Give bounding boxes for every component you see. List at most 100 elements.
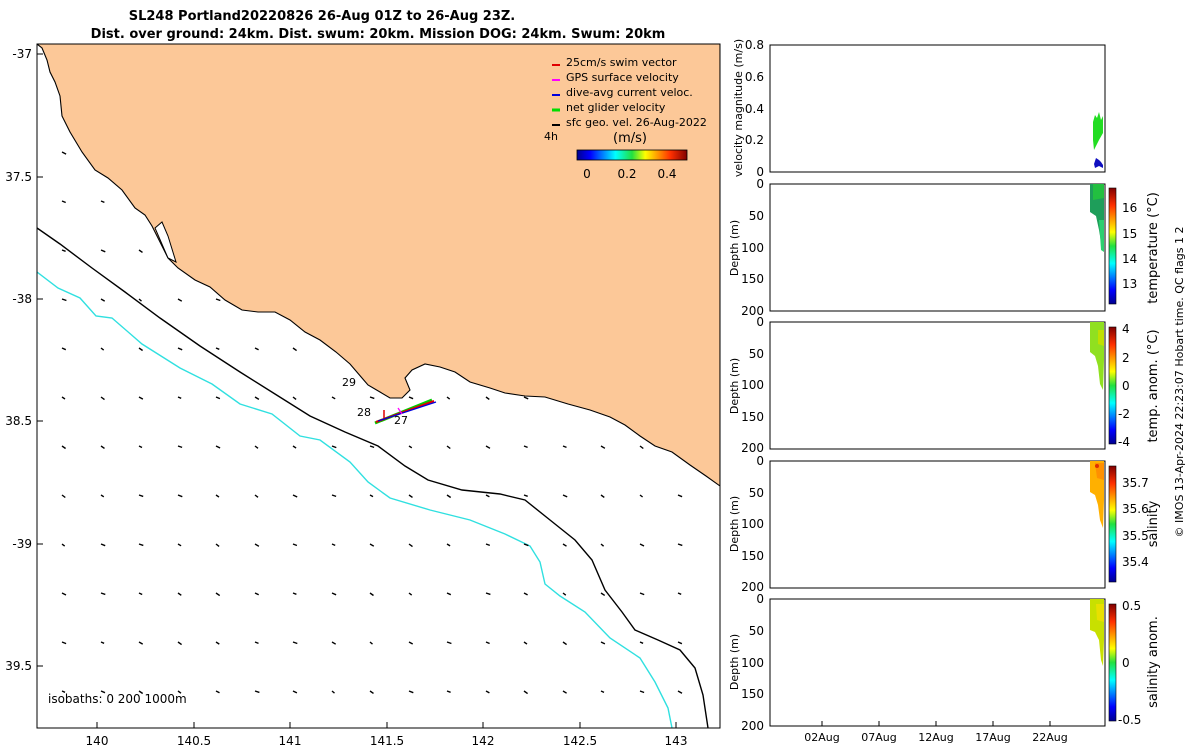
map-panel: 29 28 27 25cm/s swim vector GPS surface …: [5, 43, 721, 748]
vel-dive-trace: [1094, 158, 1103, 168]
tanom-ytick: 200: [741, 441, 764, 455]
velocity-arrow: [523, 396, 529, 400]
velocity-arrow: [292, 396, 297, 400]
velocity-arrow: [331, 690, 335, 694]
map-tick-marks: [37, 53, 677, 728]
velocity-arrow: [485, 494, 490, 498]
velocity-arrow: [61, 151, 67, 155]
velocity-arrow: [446, 592, 452, 596]
map-colorbar-tick: 0.4: [657, 167, 676, 181]
velocity-arrow: [408, 592, 413, 596]
temp-anom-axes: [769, 321, 1106, 450]
velocity-panel: 0.8 0.6 0.4 0.2 0 velocity magnitude (m/…: [732, 38, 1106, 179]
map-legend: 25cm/s swim vector GPS surface velocity …: [544, 56, 707, 181]
velocity-arrow: [331, 445, 337, 449]
velocity-arrow: [100, 543, 106, 547]
velocity-arrow: [215, 298, 221, 302]
temp-ytick: 200: [741, 304, 764, 318]
salinity-dot: [1095, 464, 1099, 468]
sal-cbar-tick: 35.4: [1122, 555, 1149, 569]
velocity-arrow: [292, 641, 298, 645]
tanom-cbar-tick: -2: [1118, 407, 1130, 421]
map-colorbar: [576, 149, 688, 161]
map-xtick: 141.5: [370, 734, 404, 748]
temp-anom-panel: [769, 321, 1106, 450]
velocity-arrow: [369, 641, 373, 645]
sanom-cbar-tick: 0: [1122, 656, 1130, 670]
velocity-arrow: [446, 690, 451, 693]
salinity-cbar: [1108, 465, 1117, 583]
vel-ytick: 0.4: [745, 102, 764, 116]
velocity-arrow: [61, 494, 66, 499]
temp-ytick: 150: [741, 272, 764, 286]
map-ytick: 39.5: [5, 659, 32, 673]
sal-anom-cbar: [1108, 603, 1117, 722]
sanom-ylabel: Depth (m): [728, 634, 741, 690]
date-xtick: 22Aug: [1032, 731, 1067, 744]
temp-cbar-label: temperature (°C): [1146, 192, 1161, 304]
velocity-arrow: [408, 690, 414, 694]
tanom-cbar-tick: -4: [1118, 435, 1130, 449]
velocity-arrow: [331, 641, 337, 645]
map-xtick: 142: [472, 734, 495, 748]
velocity-arrow: [485, 543, 491, 547]
sal-anom-colorbar: 0.5 0 -0.5 salinity anom.: [1108, 599, 1161, 727]
vel-ytick: 0.6: [745, 70, 764, 84]
date-xtick: 12Aug: [918, 731, 953, 744]
velocity-arrow: [254, 641, 259, 645]
temperature-axes: [769, 183, 1106, 312]
velocity-arrow: [523, 543, 529, 547]
velocity-arrow: [215, 396, 221, 400]
velocity-arrow: [677, 641, 683, 645]
sal-ytick: 100: [741, 517, 764, 531]
map-colorbar-tick: 0: [583, 167, 591, 181]
velocity-arrow: [61, 641, 67, 645]
velocity-arrow: [446, 445, 451, 450]
temperature-cbar: [1108, 187, 1117, 305]
velocity-arrow: [100, 396, 105, 401]
velocity-arrow: [408, 445, 413, 449]
velocity-arrow: [677, 690, 683, 694]
temperature-data: [1093, 184, 1104, 200]
velocity-arrows: [61, 151, 683, 695]
velocity-arrow: [61, 543, 66, 547]
sal-ytick: 0: [756, 454, 764, 468]
date-tick-marks: [821, 721, 1051, 726]
vel-ytick: 0: [756, 165, 764, 179]
date-xtick: 02Aug: [804, 731, 839, 744]
sal-cbar-tick: 35.6: [1122, 502, 1149, 516]
velocity-arrow: [177, 592, 182, 596]
map-xtick: 143: [665, 734, 688, 748]
temp-cbar-tick: 15: [1122, 227, 1137, 241]
velocity-arrow: [100, 592, 106, 596]
velocity-arrow: [562, 543, 567, 547]
isobaths-label: isobaths: 0 200 1000m: [48, 692, 187, 706]
velocity-arrow: [600, 641, 606, 645]
velocity-arrow: [100, 347, 105, 351]
legend-dive-avg: dive-avg current veloc.: [566, 86, 693, 99]
velocity-arrow: [408, 543, 413, 548]
map-xtick: 140: [86, 734, 109, 748]
velocity-arrow: [331, 396, 336, 400]
sal-ylabel: Depth (m): [728, 496, 741, 552]
velocity-arrow: [292, 592, 297, 595]
velocity-arrow: [61, 396, 66, 400]
sanom-ytick: 50: [749, 624, 764, 638]
sanom-cbar-tick: -0.5: [1118, 713, 1141, 727]
velocity-arrow: [485, 592, 491, 596]
velocity-arrow: [215, 690, 220, 694]
vel-ylabel: velocity magnitude (m/s): [732, 39, 745, 177]
velocity-arrow: [677, 543, 683, 547]
date-xtick: 17Aug: [975, 731, 1010, 744]
velocity-arrow: [562, 445, 567, 449]
temp-anom-data: [1098, 330, 1104, 346]
velocity-arrow: [138, 298, 142, 302]
velocity-arrow: [292, 494, 298, 498]
velocity-arrow: [61, 347, 67, 351]
map-frame: [36, 43, 721, 729]
velocity-arrow: [177, 494, 183, 498]
vel-net-trace: [1093, 112, 1103, 150]
temp-ytick: 50: [749, 209, 764, 223]
date-axis: 02Aug 07Aug 12Aug 17Aug 22Aug: [804, 721, 1068, 744]
